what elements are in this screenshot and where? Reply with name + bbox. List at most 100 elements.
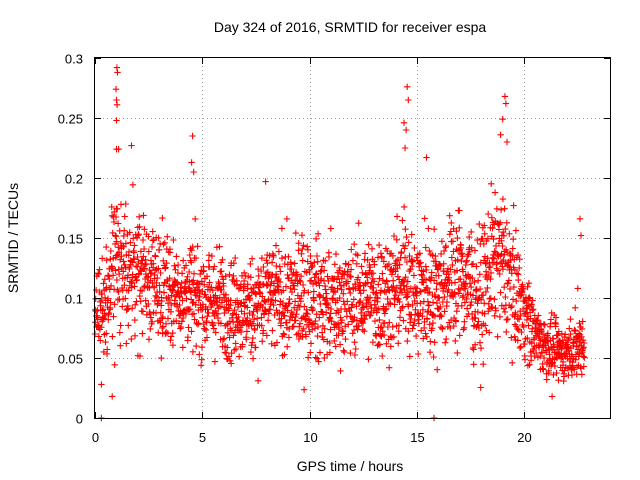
- data-point: [407, 285, 414, 292]
- data-point: [309, 307, 316, 314]
- data-point: [136, 213, 143, 220]
- data-point: [344, 268, 351, 276]
- data-point: [331, 337, 338, 345]
- data-point: [357, 309, 365, 317]
- data-point: [232, 254, 239, 262]
- data-point: [500, 256, 507, 264]
- data-point: [490, 235, 497, 243]
- data-point: [178, 280, 185, 287]
- data-point: [218, 268, 225, 275]
- data-point: [210, 325, 217, 332]
- data-point: [366, 267, 373, 274]
- data-point: [121, 227, 128, 234]
- data-point: [360, 287, 367, 294]
- data-point: [268, 297, 276, 305]
- data-point: [231, 329, 239, 336]
- data-point: [349, 257, 357, 264]
- data-point: [422, 244, 429, 251]
- data-point: [168, 292, 175, 299]
- data-point: [140, 253, 147, 260]
- data-point: [403, 258, 411, 266]
- data-point: [113, 117, 120, 124]
- data-point: [145, 300, 152, 308]
- data-point: [541, 321, 548, 329]
- data-point: [477, 384, 484, 391]
- data-point: [456, 332, 463, 339]
- data-point: [325, 304, 332, 311]
- data-point: [270, 301, 277, 309]
- data-point: [359, 319, 367, 327]
- data-point: [365, 241, 372, 248]
- data-point: [287, 285, 294, 292]
- data-point: [228, 350, 235, 357]
- data-point: [429, 319, 437, 327]
- data-point: [179, 314, 187, 322]
- data-point: [110, 286, 118, 293]
- data-point: [146, 310, 154, 318]
- data-point: [107, 299, 114, 306]
- data-point: [579, 318, 586, 325]
- data-point: [574, 285, 581, 292]
- data-point: [326, 339, 333, 347]
- data-point: [524, 334, 531, 342]
- data-point: [380, 258, 387, 265]
- data-point: [226, 271, 233, 278]
- data-point: [466, 233, 473, 241]
- data-point: [484, 235, 492, 242]
- data-point: [117, 322, 124, 329]
- data-point: [364, 274, 371, 281]
- data-point: [425, 302, 433, 309]
- data-point: [361, 315, 369, 323]
- data-point: [494, 267, 502, 274]
- data-point: [267, 296, 275, 303]
- data-point: [524, 302, 531, 309]
- data-point: [280, 330, 287, 337]
- data-point: [398, 304, 406, 312]
- data-point: [158, 297, 165, 305]
- data-point: [327, 225, 334, 232]
- data-point: [381, 310, 388, 317]
- data-point: [513, 323, 520, 330]
- data-point: [528, 340, 535, 347]
- data-point: [191, 316, 198, 323]
- data-point: [572, 327, 579, 335]
- data-point: [222, 273, 229, 280]
- data-point: [102, 338, 109, 346]
- data-point: [392, 287, 399, 295]
- data-point: [312, 317, 319, 325]
- data-point: [189, 243, 196, 251]
- data-point: [162, 264, 169, 271]
- data-point: [195, 320, 202, 327]
- data-point: [406, 353, 413, 360]
- data-point: [259, 293, 266, 300]
- data-point: [308, 277, 315, 284]
- data-point: [398, 248, 405, 256]
- data-point: [480, 361, 487, 368]
- data-point: [510, 283, 518, 291]
- data-point: [509, 252, 516, 259]
- data-point: [372, 290, 379, 297]
- data-point: [369, 339, 377, 346]
- data-point: [221, 309, 228, 317]
- data-point: [350, 296, 357, 303]
- data-point: [322, 257, 329, 264]
- data-point: [461, 299, 469, 306]
- data-point: [223, 321, 231, 328]
- data-point: [370, 284, 377, 292]
- data-point: [305, 354, 312, 361]
- data-point: [515, 271, 522, 278]
- data-point: [376, 275, 383, 282]
- data-point: [237, 300, 244, 307]
- data-point: [386, 364, 393, 371]
- data-point: [528, 301, 535, 308]
- data-point: [314, 332, 321, 340]
- data-point: [423, 315, 431, 323]
- data-point: [310, 288, 317, 295]
- data-point: [145, 233, 152, 240]
- y-tick-label: 0.15: [58, 232, 83, 247]
- data-point: [448, 254, 455, 261]
- data-point: [184, 334, 192, 341]
- data-point: [449, 238, 457, 245]
- data-point: [431, 339, 438, 346]
- data-point: [432, 252, 439, 260]
